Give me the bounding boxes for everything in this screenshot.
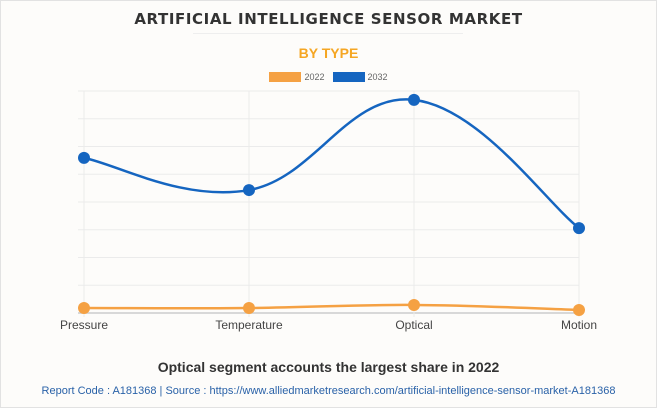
footer-note: Optical segment accounts the largest sha… <box>157 359 500 375</box>
series-line-2022 <box>83 303 580 312</box>
data-point-2032-motion[interactable] <box>573 222 585 235</box>
data-point-2032-temperature[interactable] <box>243 184 255 197</box>
x-tick-label: Pressure <box>60 318 108 332</box>
x-tick-label: Temperature <box>215 318 283 332</box>
grid <box>78 90 580 317</box>
legend: 2022 2032 <box>0 72 657 82</box>
x-tick-label: Motion <box>561 318 597 332</box>
series-2032 <box>78 93 585 235</box>
footer-source-link[interactable]: Report Code : A181368 | Source : https:/… <box>41 385 616 397</box>
series-group <box>78 93 585 316</box>
data-point-2022-pressure[interactable] <box>78 302 90 315</box>
x-tick-label: Optical <box>395 318 432 332</box>
x-axis-labels: Pressure Temperature Optical Motion <box>60 318 597 332</box>
data-point-2032-optical[interactable] <box>408 93 420 106</box>
legend-item-2032[interactable]: 2032 <box>332 72 388 82</box>
legend-item-2022[interactable]: 2022 <box>269 72 325 82</box>
chart-subtitle: BY TYPE <box>298 45 359 61</box>
data-point-2022-optical[interactable] <box>408 298 420 311</box>
data-point-2032-pressure[interactable] <box>78 151 90 164</box>
data-point-2022-motion[interactable] <box>573 303 585 316</box>
data-point-2022-temperature[interactable] <box>243 302 255 315</box>
chart-title: ARTIFICIAL INTELLIGENCE SENSOR MARKET <box>134 10 523 28</box>
legend-swatch-2022 <box>269 72 302 82</box>
legend-swatch-2032 <box>332 72 365 82</box>
title-divider <box>193 33 463 34</box>
legend-label-2022: 2022 <box>304 72 325 82</box>
series-2022 <box>78 298 585 316</box>
legend-label-2032: 2032 <box>367 72 388 82</box>
series-line-2032 <box>83 98 580 230</box>
